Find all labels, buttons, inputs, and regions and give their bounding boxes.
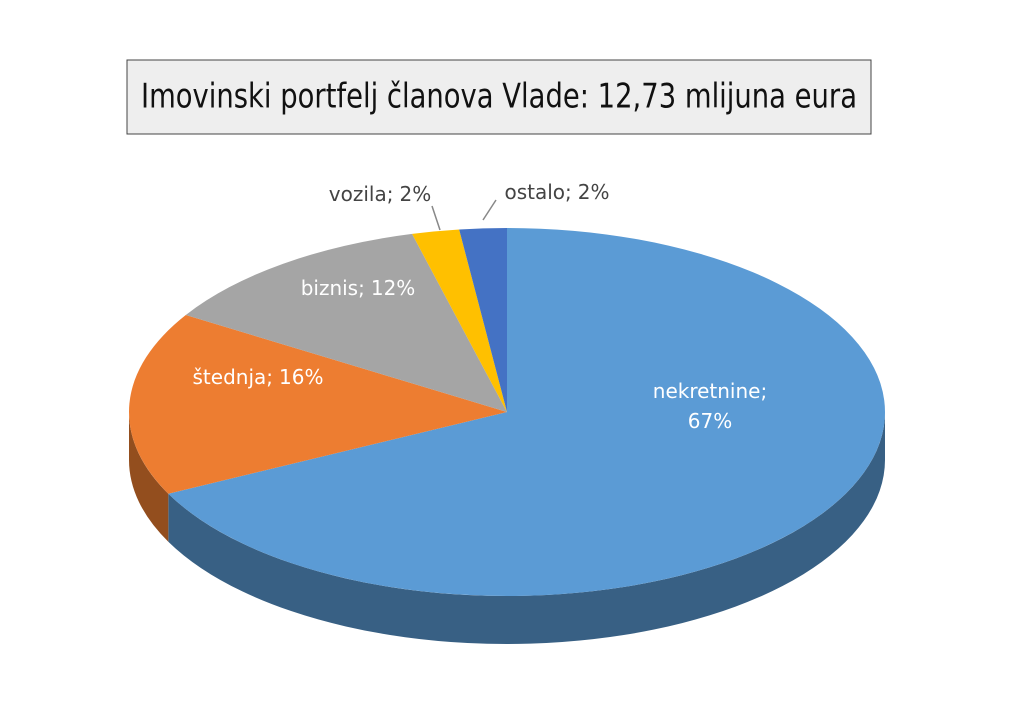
slice-side bbox=[129, 412, 169, 542]
label-value: 2% bbox=[399, 182, 431, 206]
label-category: biznis; bbox=[301, 276, 365, 300]
label-category: vozila; bbox=[329, 182, 394, 206]
label-value: 67% bbox=[688, 409, 732, 433]
pie-slice bbox=[128, 314, 507, 494]
data-label: štednja; 16% bbox=[193, 365, 324, 389]
title-box bbox=[126, 59, 872, 135]
label-value: 12% bbox=[371, 276, 415, 300]
slice-side bbox=[168, 412, 886, 644]
pie-slice bbox=[185, 233, 508, 412]
label-value: 16% bbox=[279, 365, 323, 389]
label-category: nekretnine; bbox=[653, 379, 767, 403]
chart-title: Imovinski portfelj članova Vlade: 12,73 … bbox=[141, 77, 857, 117]
data-label: biznis; 12% bbox=[301, 276, 416, 300]
pie-slice bbox=[168, 228, 886, 596]
pie-slice bbox=[412, 229, 507, 412]
data-label: nekretnine; 67% bbox=[653, 379, 767, 433]
leader-line bbox=[431, 205, 441, 231]
leader-line bbox=[482, 199, 497, 221]
label-category: ostalo; bbox=[504, 180, 571, 204]
data-label: ostalo; 2% bbox=[504, 180, 609, 204]
label-category: štednja; bbox=[193, 365, 274, 389]
pie-slice bbox=[459, 228, 507, 412]
data-label: vozila; 2% bbox=[329, 182, 431, 206]
label-value: 2% bbox=[578, 180, 610, 204]
